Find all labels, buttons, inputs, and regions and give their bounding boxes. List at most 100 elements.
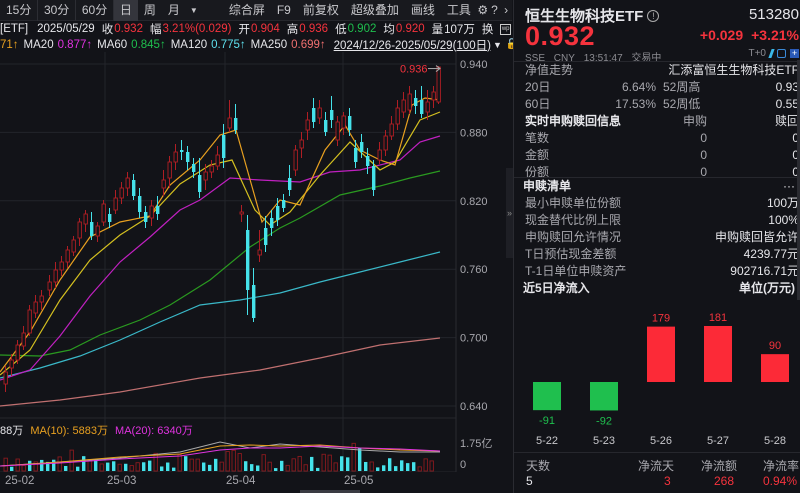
redemption-list-section: 申赎清单 ··· 最小申赎单位份额 100万 现金替代比例上限 100% 申购赎… (514, 178, 800, 297)
svg-text:0.640: 0.640 (460, 401, 488, 413)
52w-low-label: 52周低 (663, 97, 701, 111)
row-label: 申购赎回允许情况 (525, 230, 622, 244)
collapse-panel-handle[interactable]: » (506, 168, 513, 258)
nav-value: 6.64% (621, 80, 656, 94)
kline-panel: 15分 30分 60分 日 周 月 ▼ 综合屏 F9 前复权 超级叠加 画线 工… (0, 0, 518, 493)
nav-header-row: 净值走势 汇添富恒生生物科技ETF (514, 62, 800, 79)
redeem-value: 0 (792, 148, 799, 162)
tool-composite-screen[interactable]: 综合屏 (228, 2, 265, 17)
inflow-bar (647, 326, 675, 382)
row-label: 现金替代比例上限 (525, 213, 622, 227)
ma60-value: 0.845 (131, 38, 160, 51)
net-inflow-header-row: 近5日净流入 单位(万元) (514, 280, 800, 297)
svg-text:0.880: 0.880 (460, 127, 488, 139)
period-15min[interactable]: 15分 (6, 2, 32, 17)
realtime-row: 份额 0 0 (514, 164, 800, 181)
52w-low-value: 0.55 (775, 97, 799, 111)
period-30min[interactable]: 30分 (43, 2, 70, 17)
days-value: 5 (526, 474, 533, 488)
tool-forward-adjust[interactable]: 前复权 (302, 2, 339, 17)
candlestick-chart[interactable]: 0.940 0.880 0.820 0.760 0.700 0.640 0.936 1.75亿… (0, 52, 512, 472)
gear-icon[interactable]: ⚙ (477, 3, 489, 17)
tool-tools[interactable]: 工具 (446, 2, 471, 17)
row-value: 100% (768, 213, 799, 227)
avg-label: 均 (383, 24, 395, 36)
svg-text:1.75亿: 1.75亿 (460, 437, 492, 450)
svg-text:5-27: 5-27 (707, 435, 729, 447)
change-value: +0.029 (699, 27, 744, 43)
caret-down-icon[interactable]: ▼ (189, 5, 198, 15)
add-icon[interactable]: + (790, 48, 799, 58)
ma120-label: MA120 (170, 38, 208, 51)
row-label: T-1日单位申赎资产 (525, 264, 627, 278)
security-type: [ETF] (0, 23, 29, 35)
svg-text:181: 181 (709, 312, 727, 324)
fund-title-text: 恒生生物科技ETF (525, 8, 644, 25)
right-panel-scrollbar[interactable] (797, 60, 800, 300)
date-range[interactable]: 2024/12/26-2025/05/29(100日) (333, 39, 491, 52)
redeem-col: 赎回 (774, 114, 799, 128)
row-label: 笔数 (525, 131, 550, 145)
nav-value: 17.53% (615, 97, 656, 111)
date-tick: 25-03 (107, 475, 137, 487)
realtime-header-row: 实时申购赎回信息 申购 赎回 (514, 113, 800, 130)
lock-icon[interactable]: 🔓 (506, 39, 518, 50)
divider (37, 0, 38, 21)
svg-text:0.700: 0.700 (460, 333, 488, 345)
nav-row-60d: 60日 17.53% 52周低 0.55 (514, 96, 800, 113)
divider (514, 452, 800, 453)
ma-info-bar: 71 ↑ MA20 0.877 ↑ MA60 0.845 ↑ MA120 0.775 ↑… (0, 37, 518, 52)
pencil-icon[interactable] (768, 49, 775, 58)
subscribe-value: 0 (700, 131, 707, 145)
redemption-row: 申购赎回允许情况 申购赎回皆允许 (514, 229, 800, 246)
row-value: 4239.77元 (743, 247, 799, 261)
up-arrow-icon: ↑ (159, 38, 166, 51)
net-amount-value: 268 (714, 474, 735, 488)
svg-text:5-26: 5-26 (650, 435, 672, 447)
date-tick: 25-05 (344, 475, 374, 487)
exchange: SSE (525, 53, 546, 64)
vol-ma10-value: 5883万 (72, 425, 108, 437)
net-rate-value: 0.94% (763, 474, 798, 488)
change-percent: +3.21% (751, 27, 799, 43)
svg-text:-91: -91 (539, 415, 555, 427)
question-icon[interactable]: ? (491, 3, 498, 17)
fund-code: 513280 (748, 6, 799, 23)
info-circle-icon[interactable]: ! (647, 10, 660, 22)
days-label: 天数 (526, 459, 551, 473)
tool-super-overlay[interactable]: 超级叠加 (350, 2, 399, 17)
period-60min[interactable]: 60分 (81, 2, 108, 17)
tool-f9[interactable]: F9 (276, 2, 291, 17)
net-days-label: 净流天 (638, 459, 675, 473)
net-rate-label: 净流率 (763, 459, 800, 473)
more-icon[interactable]: ··· (783, 179, 795, 193)
up-arrow-icon: ↑ (319, 38, 326, 51)
caret-down-icon[interactable]: ▼ (492, 39, 502, 50)
svg-text:179: 179 (652, 313, 670, 325)
chevron-right-icon[interactable]: › (504, 3, 509, 17)
redemption-row: 现金替代比例上限 100% (514, 212, 800, 229)
avg-value: 0.920 (395, 23, 425, 35)
quote-time: 13:51:47 (583, 53, 623, 64)
vol-ma5-value: 88万 (0, 425, 24, 437)
up-arrow-icon: ↑ (86, 38, 93, 51)
row-value: 100万 (766, 196, 799, 210)
period-week[interactable]: 周 (143, 2, 156, 17)
period-day[interactable]: 日 (113, 0, 138, 21)
period-month[interactable]: 月 (167, 2, 180, 17)
redeem-value: 0 (792, 131, 799, 145)
open-label: 开 (238, 24, 251, 36)
redemption-row: T日预估现金差额 4239.77元 (514, 246, 800, 263)
realtime-row: 金额 0 0 (514, 147, 800, 164)
row-label: 金额 (525, 148, 550, 162)
divider (514, 61, 800, 62)
window-icon[interactable] (777, 49, 786, 58)
svg-text:0.940: 0.940 (460, 59, 488, 71)
monitor-icon[interactable]: wp (500, 23, 511, 35)
svg-text:5-22: 5-22 (536, 435, 558, 447)
tool-draw-line[interactable]: 画线 (410, 2, 435, 17)
redeem-value: 0 (792, 165, 799, 179)
horizontal-scrollbar[interactable] (300, 490, 360, 493)
nav-label: 60日 (525, 97, 551, 111)
